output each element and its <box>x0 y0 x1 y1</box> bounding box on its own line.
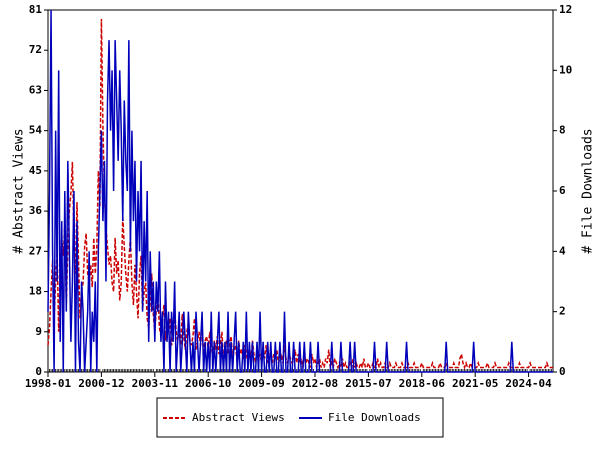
x-tick-label: 2024-04 <box>505 377 552 390</box>
y-tick-label: 27 <box>29 244 42 257</box>
y-tick-label: 9 <box>35 325 42 338</box>
y-tick-label: 18 <box>29 285 42 298</box>
x-tick-label: 2015-07 <box>345 377 391 390</box>
x-tick-label: 2018-06 <box>399 377 446 390</box>
y2-tick-label: 12 <box>559 3 572 16</box>
x-tick-label: 2012-08 <box>292 377 338 390</box>
y2-tick-label: 4 <box>559 244 566 257</box>
y-tick-label: 63 <box>29 83 42 96</box>
legend-label: File Downloads <box>328 411 421 424</box>
legend <box>156 397 444 438</box>
y-axis-label: # Abstract Views <box>12 128 27 253</box>
y2-tick-label: 0 <box>559 365 566 378</box>
y-tick-label: 45 <box>29 164 42 177</box>
x-tick-label: 2009-09 <box>238 377 284 390</box>
y-tick-label: 54 <box>29 124 43 137</box>
y-tick-label: 36 <box>29 204 43 217</box>
x-tick-label: 1998-01 <box>25 377 72 390</box>
y-tick-label: 81 <box>29 3 43 16</box>
series-line <box>47 9 553 373</box>
y-tick-label: 72 <box>29 43 42 56</box>
y2-axis-label: # File Downloads <box>581 128 596 253</box>
y-tick-label: 0 <box>35 365 42 378</box>
x-tick-label: 2000-12 <box>78 377 124 390</box>
x-tick-label: 2021-05 <box>452 377 498 390</box>
y2-tick-label: 8 <box>559 124 566 137</box>
legend-label: Abstract Views <box>192 411 285 424</box>
y2-tick-label: 2 <box>559 305 566 318</box>
x-tick-label: 2003-11 <box>132 377 179 390</box>
y2-tick-label: 10 <box>559 63 572 76</box>
y2-tick-label: 6 <box>559 184 566 197</box>
x-tick-label: 2006-10 <box>185 377 231 390</box>
